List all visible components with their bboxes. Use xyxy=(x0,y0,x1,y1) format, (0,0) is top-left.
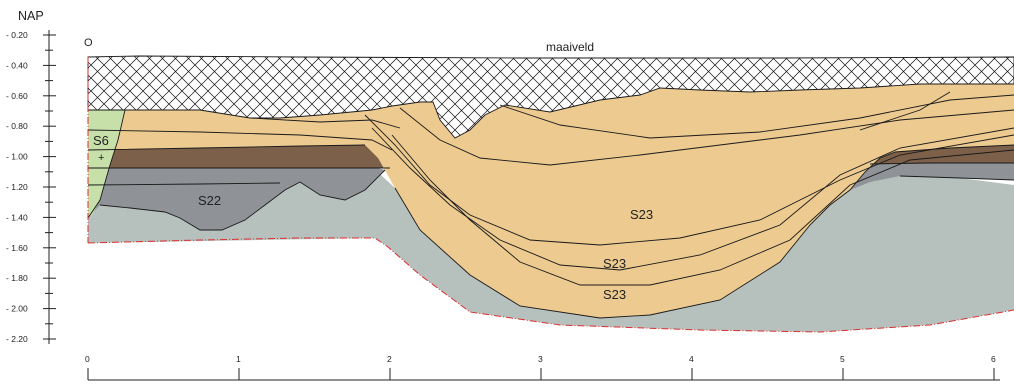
x-axis: 0 1 2 3 4 5 6 xyxy=(85,354,1000,381)
x-tick-label: 1 xyxy=(236,354,241,364)
grey-clay-layer-right xyxy=(850,163,1014,190)
base-clay-layer xyxy=(88,165,1014,332)
grey-clay-layer-left xyxy=(88,166,385,230)
origin-label: O xyxy=(84,37,93,49)
surface-label: maaiveld xyxy=(546,40,594,54)
s6-marker: + xyxy=(98,152,104,164)
y-axis: - 0.20 - 0.40 - 0.60 - 0.80 - 1.00 - 1.20 - 1.… xyxy=(6,30,56,344)
peat-layer-left xyxy=(88,145,390,168)
y-tick-label: - 0.40 xyxy=(6,60,28,70)
peat-layer-right xyxy=(870,145,1014,164)
x-tick-label: 2 xyxy=(387,354,392,364)
y-tick-label: - 2.20 xyxy=(6,334,28,344)
axis-title-nap: NAP xyxy=(18,9,44,23)
s23-label-upper: S23 xyxy=(630,207,653,222)
y-tick-label: - 1.20 xyxy=(6,182,28,192)
sand-layer xyxy=(88,84,1014,318)
y-tick-label: - 0.80 xyxy=(6,121,28,131)
layer-boundaries xyxy=(87,91,1014,319)
x-tick-label: 0 xyxy=(85,354,90,364)
y-tick-label: - 0.60 xyxy=(6,91,28,101)
y-tick-label: - 1.80 xyxy=(6,273,28,283)
x-tick-label: 4 xyxy=(689,354,694,364)
base-boundary xyxy=(87,237,1014,333)
s6-layer xyxy=(88,110,125,218)
y-tick-label: - 1.40 xyxy=(6,212,28,222)
fill-layer xyxy=(87,55,1014,139)
y-tick-label: - 0.20 xyxy=(6,30,28,40)
y-tick-label: - 1.60 xyxy=(6,243,28,253)
s6-label: S6 xyxy=(93,133,109,148)
y-tick-label: - 1.00 xyxy=(6,152,28,162)
x-tick-label: 3 xyxy=(538,354,543,364)
s23-label-middle: S23 xyxy=(603,256,626,271)
x-tick-label: 6 xyxy=(991,354,996,364)
y-tick-label: - 2.00 xyxy=(6,304,28,314)
s22-label: S22 xyxy=(198,193,221,208)
x-tick-label: 5 xyxy=(840,354,845,364)
s23-label-lower: S23 xyxy=(603,287,626,302)
